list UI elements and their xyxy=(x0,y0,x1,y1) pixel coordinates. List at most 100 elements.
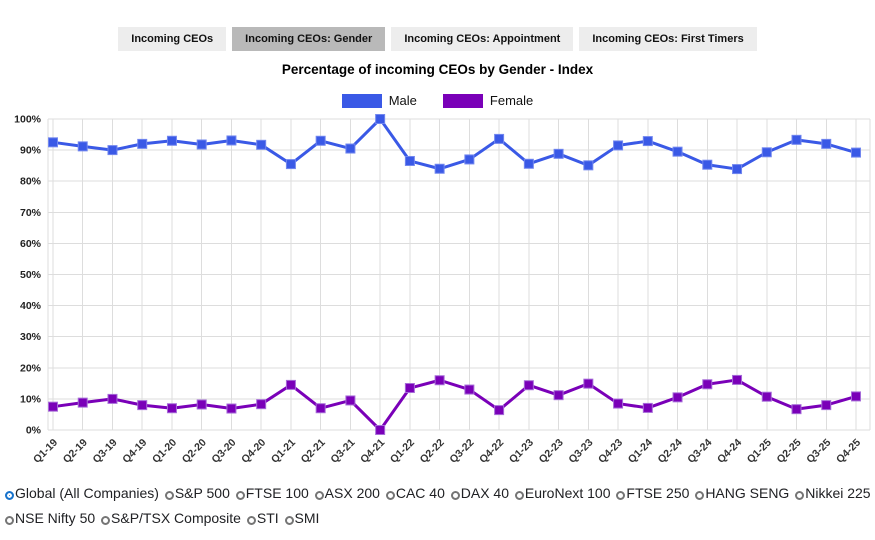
x-axis-label-q2-24: Q2-24 xyxy=(656,437,685,466)
index-option-nse-nifty-50[interactable]: NSE Nifty 50 xyxy=(3,510,95,526)
radio-icon xyxy=(795,491,805,500)
radio-icon xyxy=(101,516,111,525)
index-option-label: STI xyxy=(256,510,279,526)
x-axis-label-q3-25: Q3-25 xyxy=(804,437,833,466)
y-axis-label-50: 50% xyxy=(20,269,42,281)
female-marker-q4-21 xyxy=(375,425,386,435)
male-marker-q3-25 xyxy=(821,138,832,149)
male-marker-q4-23 xyxy=(613,140,624,151)
female-marker-q3-21 xyxy=(345,395,356,406)
x-axis-label-q1-22: Q1-22 xyxy=(388,437,417,466)
index-option-label: FTSE 100 xyxy=(245,485,309,501)
female-marker-q2-23 xyxy=(553,390,564,401)
male-marker-q3-22 xyxy=(464,154,475,165)
x-axis-label-q2-20: Q2-20 xyxy=(180,437,209,466)
y-axis-label-20: 20% xyxy=(20,362,42,374)
x-axis-label-q4-22: Q4-22 xyxy=(477,437,506,466)
index-option-s-p-500[interactable]: S&P 500 xyxy=(163,485,230,501)
legend-swatch-male xyxy=(341,93,382,108)
tab-incoming-ceos-appointment[interactable]: Incoming CEOs: Appointment xyxy=(391,27,574,51)
x-axis-label-q4-25: Q4-25 xyxy=(834,437,863,466)
y-axis-label-40: 40% xyxy=(20,300,42,312)
index-option-ftse-100[interactable]: FTSE 100 xyxy=(234,485,309,501)
gender-index-line-chart: 0%10%20%30%40%50%60%70%80%90%100%Q1-19 Q2… xyxy=(14,114,871,466)
x-axis-label-q4-24: Q4-24 xyxy=(715,437,744,466)
chart-legend: Male Female xyxy=(0,93,875,108)
x-axis-label-q4-23: Q4-23 xyxy=(596,437,625,466)
male-marker-q3-24 xyxy=(702,159,713,170)
female-line xyxy=(51,378,858,432)
female-marker-q3-24 xyxy=(702,379,713,390)
x-axis-label-q1-21: Q1-21 xyxy=(269,437,298,466)
index-option-smi[interactable]: SMI xyxy=(283,510,319,526)
x-axis-label-q1-25: Q1-25 xyxy=(745,437,774,466)
x-axis-label-q1-24: Q1-24 xyxy=(626,437,655,466)
radio-icon xyxy=(514,491,524,500)
male-marker-q3-21 xyxy=(345,143,356,154)
female-marker-q4-25 xyxy=(851,391,861,402)
male-marker-q1-22 xyxy=(404,155,415,166)
x-axis-label-q2-25: Q2-25 xyxy=(775,437,804,466)
y-axis-label-10: 10% xyxy=(20,393,42,405)
female-marker-q3-23 xyxy=(583,378,594,389)
x-axis-label-q2-19: Q2-19 xyxy=(61,437,90,466)
index-option-s-p-tsx-composite[interactable]: S&P/TSX Composite xyxy=(99,510,241,526)
tab-incoming-ceos-first-timers[interactable]: Incoming CEOs: First Timers xyxy=(579,27,757,51)
male-marker-q1-21 xyxy=(285,159,296,170)
radio-icon xyxy=(246,516,256,525)
female-marker-q3-25 xyxy=(821,400,832,411)
male-marker-q3-19 xyxy=(107,145,118,156)
male-marker-q1-25 xyxy=(761,147,772,158)
tab-bar: Incoming CEOs Incoming CEOs: Gender Incomi… xyxy=(0,0,875,51)
male-marker-q2-21 xyxy=(315,135,326,146)
index-option-dax-40[interactable]: DAX 40 xyxy=(449,485,509,501)
index-option-global-all-companies[interactable]: Global (All Companies) xyxy=(3,485,159,501)
x-axis-label-q4-20: Q4-20 xyxy=(239,437,268,466)
female-marker-q2-22 xyxy=(434,375,445,386)
male-marker-q2-22 xyxy=(434,163,445,174)
male-marker-q4-19 xyxy=(137,138,148,149)
y-axis-label-100: 100% xyxy=(14,114,42,126)
radio-icon xyxy=(5,516,14,525)
radio-icon xyxy=(284,516,294,525)
index-option-label: S&P 500 xyxy=(174,485,230,501)
x-axis-label-q4-19: Q4-19 xyxy=(120,437,149,466)
index-option-label: S&P/TSX Composite xyxy=(111,510,241,526)
radio-selected-icon xyxy=(5,491,14,500)
tab-incoming-ceos[interactable]: Incoming CEOs xyxy=(118,27,227,51)
index-option-euronext-100[interactable]: EuroNext 100 xyxy=(513,485,611,501)
radio-icon xyxy=(616,491,626,500)
male-marker-q4-20 xyxy=(256,139,267,150)
male-marker-q1-20 xyxy=(166,135,177,146)
female-marker-q2-21 xyxy=(315,403,326,414)
x-axis-label-q2-21: Q2-21 xyxy=(299,437,328,466)
index-option-label: HANG SENG xyxy=(705,485,790,501)
x-axis-label-q3-19: Q3-19 xyxy=(90,437,119,466)
index-option-asx-200[interactable]: ASX 200 xyxy=(313,485,380,501)
index-option-nikkei-225[interactable]: Nikkei 225 xyxy=(793,485,871,501)
male-marker-q4-24 xyxy=(732,164,743,175)
index-option-ftse-250[interactable]: FTSE 250 xyxy=(614,485,689,501)
legend-label-male: Male xyxy=(388,93,417,108)
radio-icon xyxy=(385,491,395,500)
male-line xyxy=(51,117,858,171)
male-marker-q2-24 xyxy=(672,146,683,157)
male-marker-q3-23 xyxy=(583,160,594,171)
female-marker-q1-21 xyxy=(285,379,296,390)
female-marker-q2-25 xyxy=(791,404,802,415)
tab-incoming-ceos-gender[interactable]: Incoming CEOs: Gender xyxy=(232,27,386,51)
x-axis-label-q1-19: Q1-19 xyxy=(31,437,60,466)
index-option-hang-seng[interactable]: HANG SENG xyxy=(693,485,789,501)
legend-item-female: Female xyxy=(442,93,533,108)
female-marker-q1-25 xyxy=(761,391,772,402)
male-marker-q2-19 xyxy=(77,141,88,152)
index-option-label: CAC 40 xyxy=(395,485,445,501)
index-option-cac-40[interactable]: CAC 40 xyxy=(384,485,445,501)
index-option-sti[interactable]: STI xyxy=(245,510,279,526)
index-option-label: Global (All Companies) xyxy=(15,485,159,501)
male-marker-q2-25 xyxy=(791,134,802,145)
male-marker-q4-22 xyxy=(494,133,505,144)
y-axis-label-0: 0% xyxy=(26,425,42,437)
x-axis-label-q2-23: Q2-23 xyxy=(537,437,566,466)
